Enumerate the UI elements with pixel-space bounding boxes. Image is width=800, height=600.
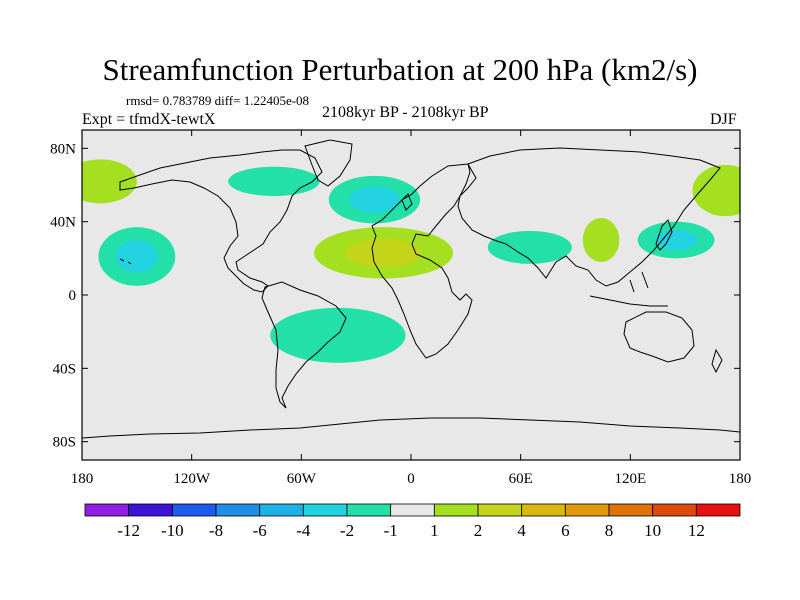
map-background — [82, 130, 740, 460]
lon-tick-label: 120E — [614, 471, 646, 487]
colorbar-swatch — [652, 503, 697, 517]
colorbar-swatch — [171, 503, 217, 517]
lon-tick-label: 180 — [729, 471, 752, 487]
colorbar: -12 -10 -8 -6 -4 -2 -1 1 2 4 6 8 10 12 — [84, 503, 741, 540]
coast-antarctica — [82, 417, 740, 439]
colorbar-swatch — [695, 503, 741, 517]
coast-asia — [457, 147, 721, 287]
lat-tick-label: 80N — [50, 141, 76, 157]
coast-indonesia — [589, 271, 668, 307]
colorbar-label: -2 — [340, 521, 354, 540]
anomaly-3-level--2 — [115, 240, 158, 273]
anomaly-10-level--1 — [270, 307, 406, 363]
colorbar-swatch — [84, 503, 130, 517]
axis-ticks: 80N 40N 0 40S 80S 180 120W 60W 0 60E 120E 180 — [50, 130, 751, 487]
colorbar-label: 2 — [474, 521, 483, 540]
lon-tick-label: 120W — [173, 471, 211, 487]
coast-north-america — [119, 149, 323, 293]
colorbar-label: -4 — [296, 521, 311, 540]
coast-australia — [623, 311, 695, 363]
colorbar-swatch — [390, 503, 435, 517]
colorbar-label: 10 — [644, 521, 661, 540]
colorbar-swatch — [302, 503, 348, 517]
colorbar-label: 6 — [561, 521, 570, 540]
anomaly-4-level--1 — [228, 166, 320, 196]
colorbar-swatch — [564, 503, 610, 517]
colorbar-swatch — [215, 503, 261, 517]
anomaly-8-level-1 — [582, 218, 620, 262]
lon-tick-label: 60E — [509, 471, 533, 487]
coast-south-america — [261, 281, 347, 409]
lon-tick-label: 60W — [287, 471, 317, 487]
colorbar-swatch — [128, 503, 173, 517]
coast-new-zealand — [711, 348, 723, 374]
colorbar-swatch — [259, 503, 304, 517]
colorbar-label: 12 — [688, 521, 705, 540]
anomaly-6-level-2 — [345, 238, 422, 267]
season-label: DJF — [710, 111, 737, 128]
anomaly-5-level--2 — [349, 186, 400, 213]
colorbar-swatch — [346, 503, 392, 517]
colorbar-label: -6 — [253, 521, 267, 540]
period-label: 2108kyr BP - 2108kyr BP — [322, 104, 489, 121]
anomaly-7-level--1 — [487, 230, 572, 264]
anomaly-2-level-1 — [692, 164, 740, 217]
page-title: Streamfunction Perturbation at 200 hPa (… — [102, 52, 698, 87]
coast-greenland — [304, 139, 353, 187]
coast-japan — [655, 219, 673, 251]
lat-tick-label: 40N — [50, 215, 76, 231]
colorbar-label: -10 — [161, 521, 184, 540]
anomaly-layer — [82, 159, 740, 363]
anomaly-9-level--2 — [654, 229, 698, 251]
colorbar-swatch — [433, 503, 479, 517]
colorbar-swatch — [521, 503, 566, 517]
lon-tick-label: 0 — [407, 471, 415, 487]
colorbar-swatch — [608, 503, 654, 517]
experiment-label: Expt = tfmdX-tewtX — [82, 111, 216, 128]
lat-tick-label: 0 — [69, 288, 77, 304]
stats-text: rmsd= 0.783789 diff= 1.22405e-08 — [126, 93, 310, 108]
colorbar-swatch — [477, 503, 523, 517]
colorbar-label: -12 — [117, 521, 140, 540]
coastlines — [82, 139, 740, 439]
lat-tick-label: 80S — [53, 435, 76, 451]
coast-europe-africa — [371, 163, 477, 359]
colorbar-label: 4 — [517, 521, 526, 540]
colorbar-label: -8 — [209, 521, 223, 540]
lat-tick-label: 40S — [53, 361, 76, 377]
lon-tick-label: 180 — [71, 471, 94, 487]
coast-hawaii — [119, 258, 132, 265]
colorbar-label: -1 — [384, 521, 398, 540]
anomaly-1-level-1 — [82, 159, 137, 204]
colorbar-label: 8 — [605, 521, 614, 540]
colorbar-label: 1 — [430, 521, 439, 540]
coast-uk — [401, 193, 413, 211]
